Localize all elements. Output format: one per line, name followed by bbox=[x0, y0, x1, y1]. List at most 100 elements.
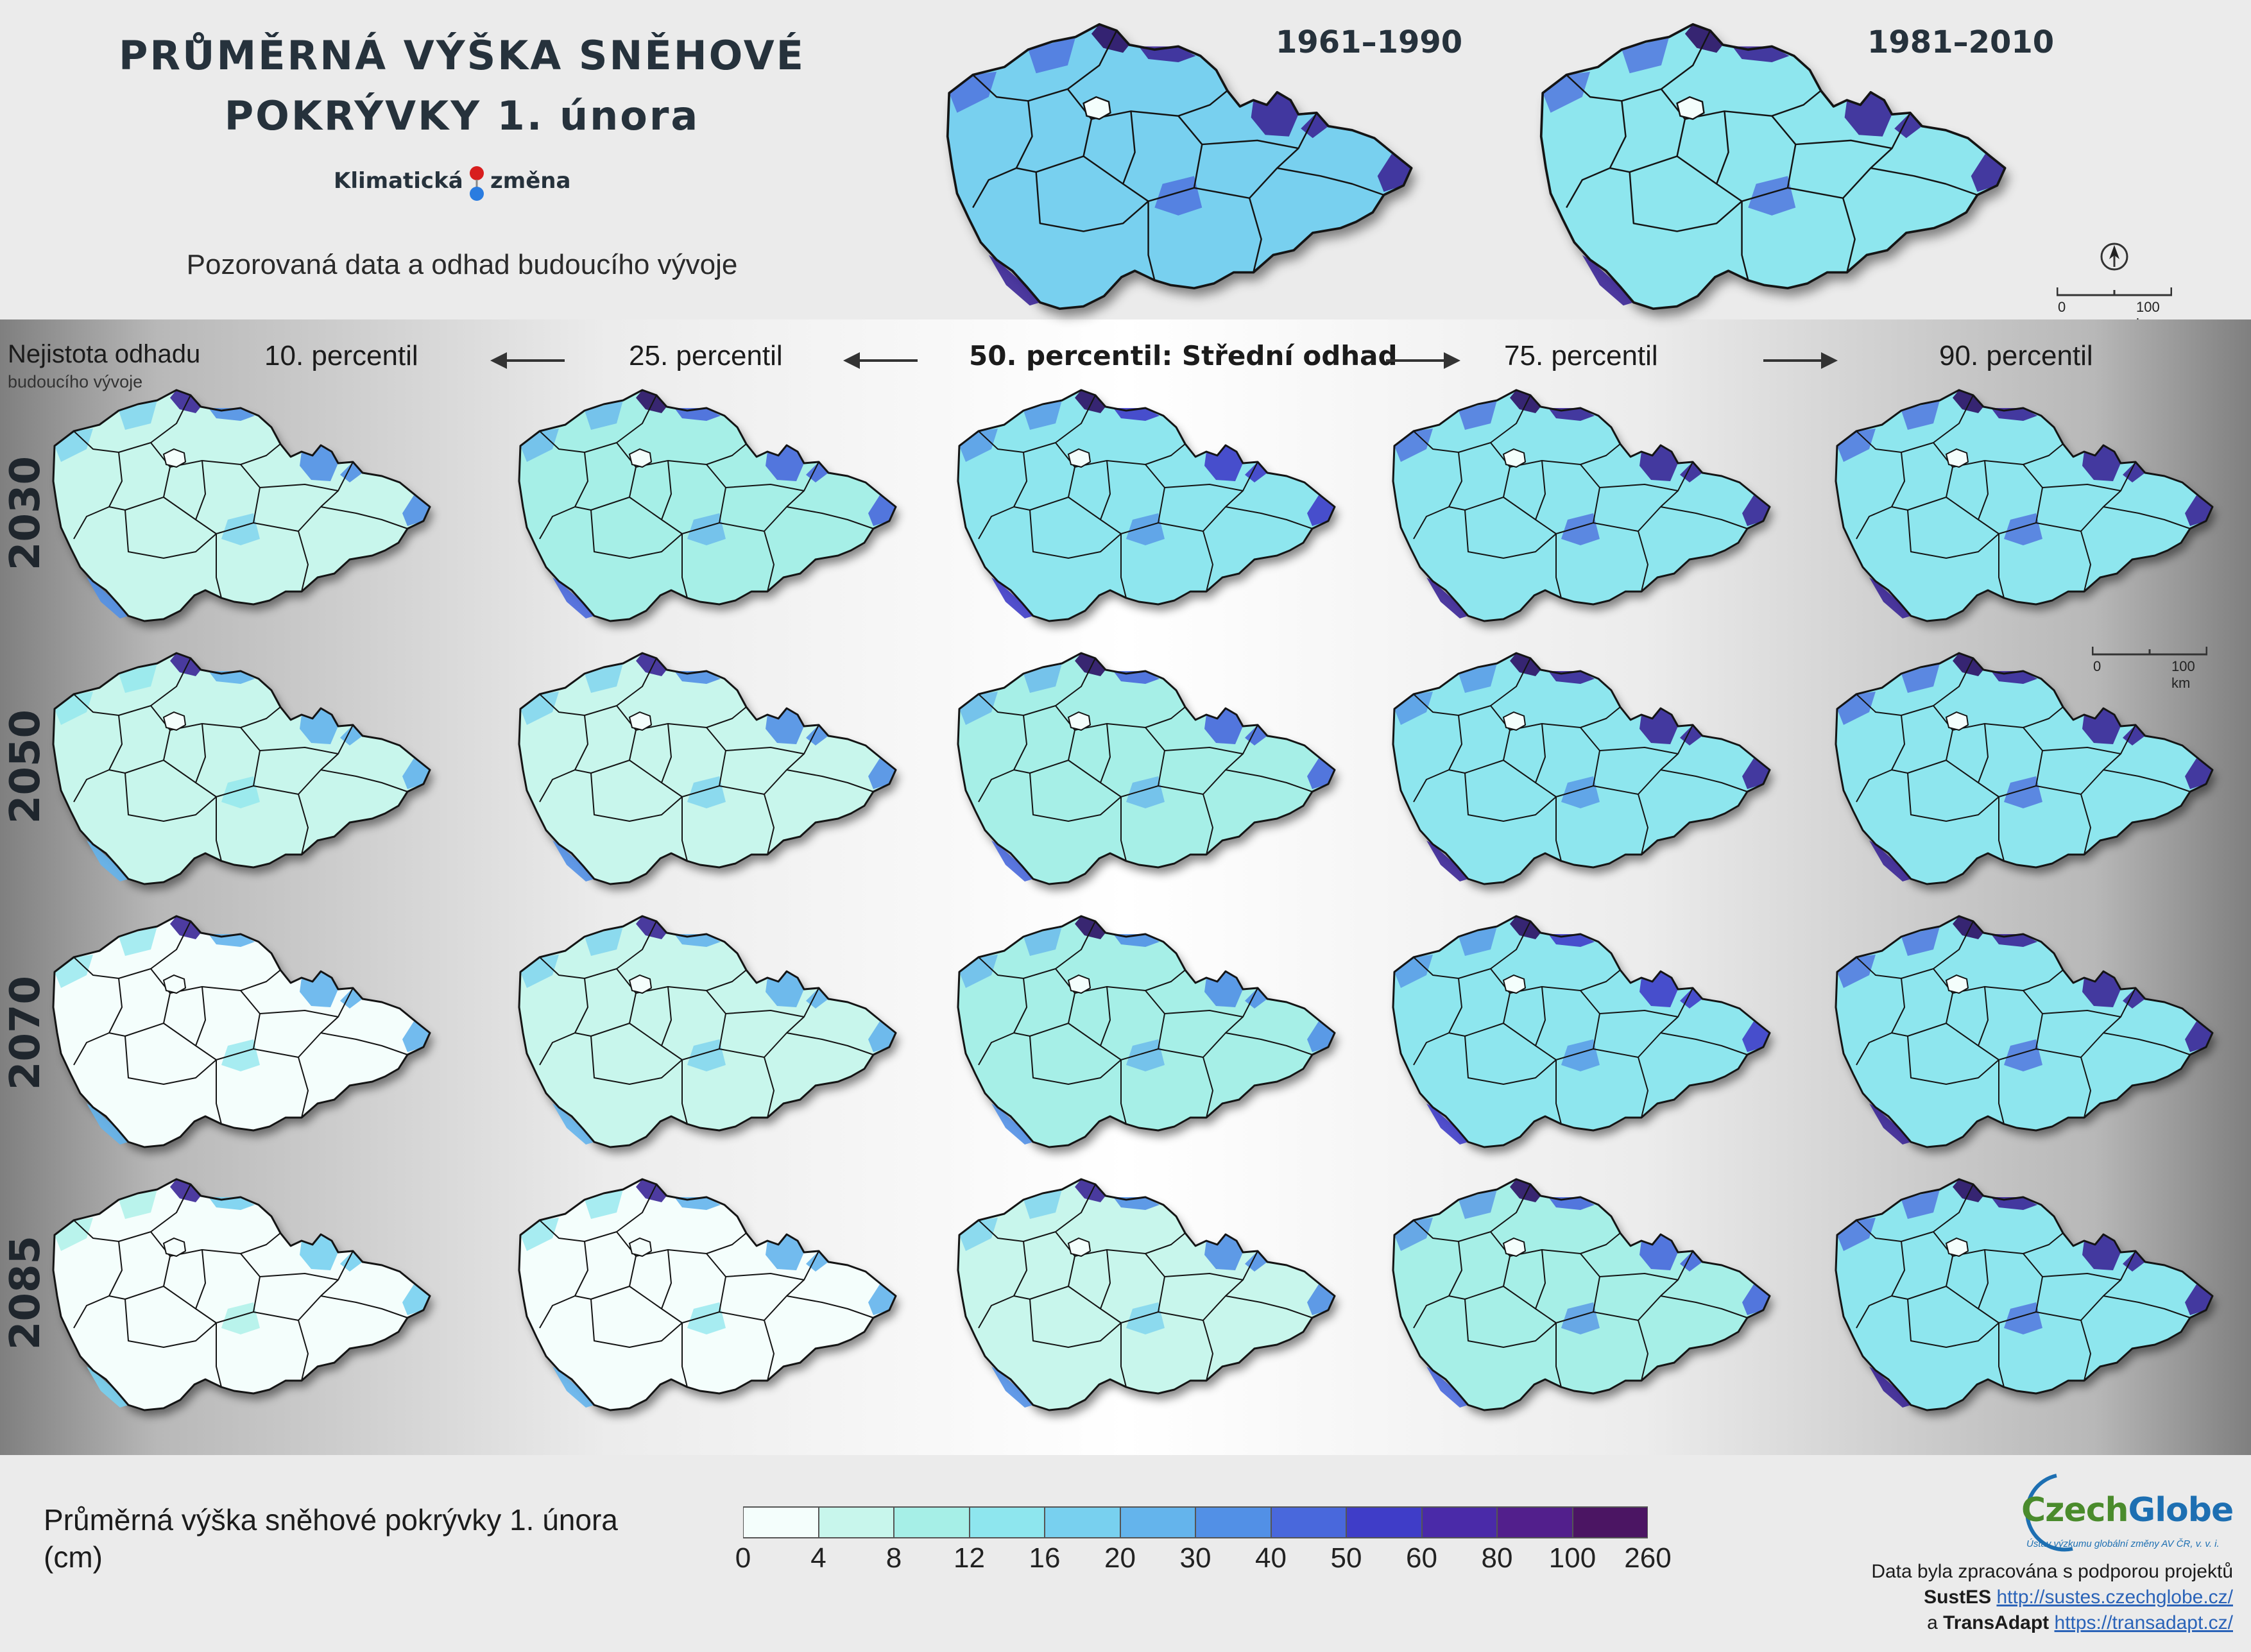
snow-zone bbox=[1869, 577, 1911, 618]
north-arrow-icon bbox=[2100, 243, 2128, 271]
map-svg bbox=[1835, 652, 2214, 885]
map-svg bbox=[957, 1178, 1336, 1411]
snow-zone bbox=[119, 400, 157, 430]
country-border bbox=[1392, 389, 1771, 622]
region-border bbox=[1490, 395, 1531, 443]
credits-block: Data byla zpracována s podporou projektů… bbox=[1871, 1559, 2233, 1636]
map-svg bbox=[1392, 652, 1771, 885]
region-border bbox=[539, 694, 617, 716]
map-2050-p25 bbox=[485, 648, 934, 892]
snow-zone bbox=[1426, 577, 1468, 618]
country-fill bbox=[1836, 916, 2212, 1147]
country-fill bbox=[958, 916, 1335, 1147]
region-border bbox=[1684, 90, 1822, 120]
uncertainty-subtitle: budoucího vývoje bbox=[8, 372, 143, 391]
region-border bbox=[195, 1308, 222, 1388]
snow-zone bbox=[687, 1302, 726, 1334]
map-2050-p75 bbox=[1359, 648, 1808, 892]
map-2085-p50 bbox=[924, 1174, 1373, 1418]
snow-zone bbox=[2185, 1284, 2212, 1315]
link-sustes[interactable]: http://sustes.czechglobe.cz/ bbox=[1996, 1587, 2233, 1608]
logo-globe: Globe bbox=[2128, 1491, 2234, 1529]
percentile-label-25: 25. percentil bbox=[629, 340, 783, 371]
region-border bbox=[661, 1308, 688, 1388]
region-border bbox=[1503, 460, 1546, 520]
country-fill bbox=[1836, 1179, 2212, 1410]
snow-zone bbox=[687, 1039, 726, 1071]
region-border bbox=[73, 957, 151, 979]
region-border bbox=[1870, 167, 1978, 196]
legend-swatch bbox=[1045, 1506, 1120, 1538]
snow-zone bbox=[1459, 926, 1497, 956]
map-svg bbox=[957, 389, 1336, 622]
region-border bbox=[216, 464, 261, 534]
snow-zone bbox=[1543, 71, 1591, 113]
country-fill bbox=[53, 1179, 430, 1410]
country-fill bbox=[1393, 916, 1770, 1147]
region-border bbox=[1599, 1273, 1679, 1281]
region-border bbox=[1676, 111, 1729, 185]
region-border bbox=[1503, 1249, 1546, 1309]
map-2050-p10 bbox=[19, 648, 468, 892]
region-border bbox=[1946, 460, 1989, 520]
region-border bbox=[1535, 1308, 1562, 1388]
region-border bbox=[1225, 1295, 1313, 1318]
region-border bbox=[1856, 1220, 1934, 1242]
scalebar-top-zero: 0 bbox=[2058, 299, 2066, 315]
map-2030-p90 bbox=[1802, 385, 2251, 629]
snow-zone bbox=[959, 692, 998, 725]
snow-zone bbox=[55, 429, 93, 462]
map-2070-p90 bbox=[1802, 911, 2251, 1155]
snow-zone bbox=[552, 577, 594, 618]
snow-zone bbox=[1837, 1218, 1876, 1251]
snow-zone bbox=[585, 400, 623, 430]
region-border bbox=[1203, 1057, 1213, 1118]
snow-zone bbox=[170, 390, 201, 413]
region-border bbox=[1148, 115, 1203, 202]
region-border bbox=[1035, 172, 1149, 232]
prague-outline bbox=[628, 711, 653, 731]
snow-zone bbox=[585, 663, 623, 693]
snow-zone bbox=[2082, 708, 2121, 744]
snow-zone bbox=[55, 1218, 93, 1251]
country-border bbox=[1835, 389, 2214, 622]
country-fill bbox=[53, 390, 430, 621]
region-border bbox=[1164, 747, 1244, 754]
snow-zone bbox=[221, 513, 260, 545]
region-border bbox=[298, 531, 309, 592]
region-border bbox=[2080, 794, 2091, 855]
region-border bbox=[764, 794, 775, 855]
snow-zone bbox=[300, 445, 338, 481]
map-svg bbox=[518, 1178, 897, 1411]
country-border bbox=[52, 1178, 431, 1411]
credits-line-1: Data byla zpracována s podporou projektů bbox=[1871, 1561, 2233, 1582]
region-border bbox=[150, 658, 191, 706]
region-border bbox=[1100, 782, 1127, 862]
snow-zone bbox=[585, 1189, 623, 1219]
map-2070-p50 bbox=[924, 911, 1373, 1155]
snow-zone bbox=[2185, 758, 2212, 789]
prague-outline bbox=[628, 1237, 653, 1257]
region-border bbox=[1946, 986, 1989, 1046]
scalebar-top: 0 100 km bbox=[2057, 282, 2178, 332]
country-border bbox=[957, 915, 1336, 1148]
region-border bbox=[1029, 772, 1122, 822]
snow-zone bbox=[1075, 390, 1106, 413]
region-border bbox=[1795, 139, 1892, 149]
legend-tick-label: 12 bbox=[954, 1542, 985, 1574]
region-border bbox=[298, 1320, 309, 1381]
prague-outline bbox=[1945, 974, 1969, 994]
region-border bbox=[978, 694, 1056, 716]
region-border bbox=[1856, 694, 1934, 716]
map-svg bbox=[1835, 389, 2214, 622]
region-border bbox=[1907, 509, 1999, 559]
link-transadapt[interactable]: https://transadapt.cz/ bbox=[2054, 1612, 2233, 1633]
region-border bbox=[1203, 1320, 1213, 1381]
country-border bbox=[957, 652, 1336, 885]
scalebar-grid-graphic bbox=[2092, 647, 2207, 656]
region-border bbox=[150, 395, 191, 443]
region-border bbox=[298, 794, 309, 855]
snow-zone bbox=[1869, 1103, 1911, 1145]
region-border bbox=[786, 1032, 874, 1055]
snow-zone bbox=[1953, 916, 1983, 939]
